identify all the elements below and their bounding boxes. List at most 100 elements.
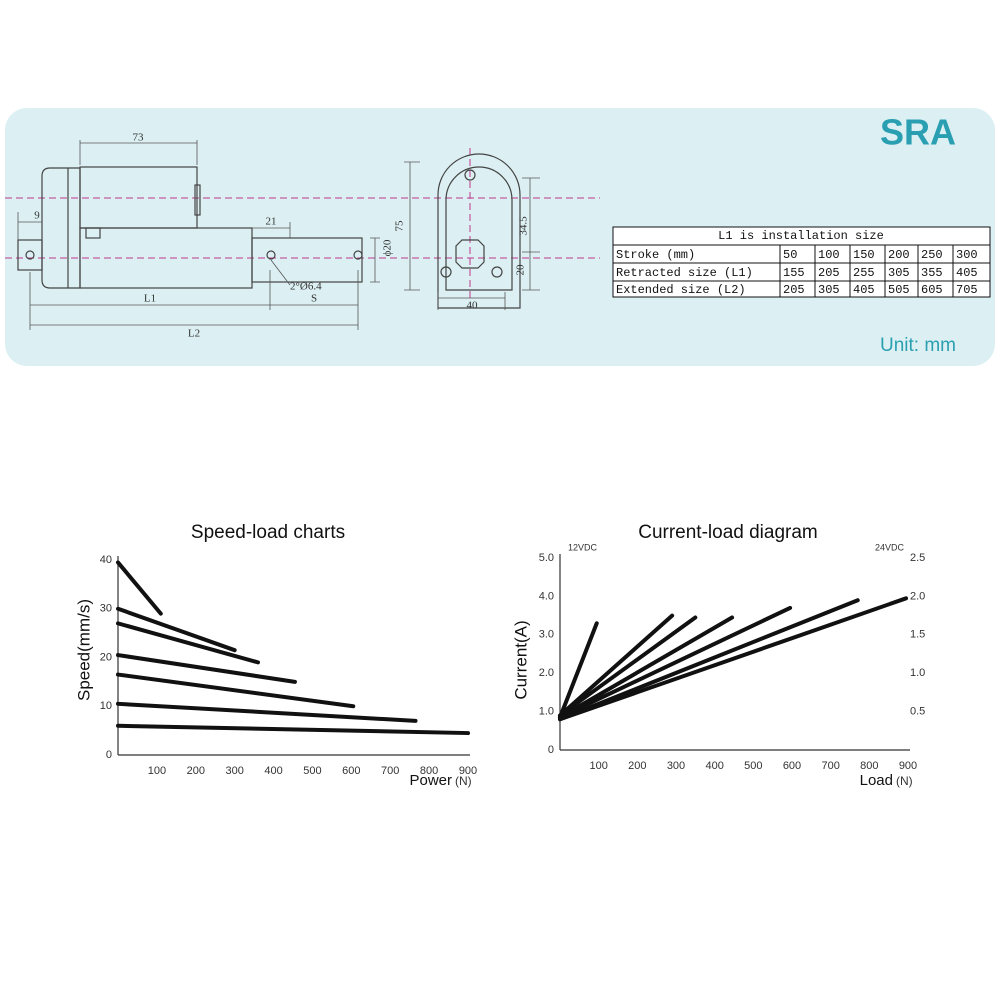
x-tick-label: 900: [899, 760, 917, 772]
hole: [491, 266, 503, 278]
table-cell: 405: [956, 266, 978, 280]
series-line: [116, 606, 237, 653]
y2-tick-label: 1.0: [910, 667, 925, 679]
x-axis-label: Power: [409, 772, 452, 789]
table-cell: 305: [888, 266, 910, 280]
x-tick-label: 100: [589, 760, 607, 772]
series-line: [116, 653, 297, 684]
dimension: [404, 161, 420, 291]
y-tick-label: 0: [548, 744, 554, 756]
y2-tick-label: 1.5: [910, 629, 925, 641]
chart-title: Current-load diagram: [638, 522, 818, 543]
dim-label: ϕ20: [382, 239, 394, 256]
dimension: [79, 140, 198, 165]
y-tick-label: 0: [106, 749, 112, 761]
y-tick-label: 5.0: [539, 552, 554, 564]
x-tick-label: 200: [628, 760, 646, 772]
y2-tick-label: 0.5: [910, 706, 925, 718]
series-line: [558, 613, 675, 718]
dim-label: L1: [144, 293, 156, 305]
size-table: L1 is installation size Stroke (mm) 50 100…: [612, 226, 991, 298]
y-tick-label: 2.0: [539, 667, 554, 679]
inner-rod: [251, 237, 363, 283]
table-cell: 305: [818, 283, 840, 297]
dim-label: 21: [266, 216, 277, 228]
x-axis-unit: (N): [896, 774, 913, 788]
shaft-square: [455, 239, 485, 269]
x-tick-label: 900: [459, 765, 477, 777]
dimension: [370, 237, 380, 283]
table-cell: Stroke (mm): [616, 248, 695, 262]
dim-label: 9: [34, 210, 40, 222]
table-cell: 150: [853, 248, 875, 262]
series-line: [558, 615, 735, 720]
table-cell: 605: [921, 283, 943, 297]
gearbox: [41, 167, 81, 289]
x-tick-label: 400: [264, 765, 282, 777]
table-cell: 50: [783, 248, 797, 262]
rear-clevis: [17, 239, 43, 271]
x-tick-label: 200: [187, 765, 205, 777]
y-axis-label: Current(A): [511, 620, 530, 699]
y-tick-label: 10: [100, 700, 112, 712]
table-cell: Retracted size (L1): [616, 266, 753, 280]
unit-note: Unit: mm: [880, 335, 956, 356]
x-tick-label: 800: [860, 760, 878, 772]
hole: [25, 250, 35, 260]
dimension: [29, 259, 359, 330]
motor-cap: [194, 184, 201, 216]
table-frame: [612, 226, 991, 298]
product-title: SRA: [880, 112, 956, 153]
x-tick-label: 500: [303, 765, 321, 777]
x-tick-label: 300: [225, 765, 243, 777]
hole: [266, 250, 276, 260]
dimension: [17, 212, 42, 240]
table-cell: 100: [818, 248, 840, 262]
y2-axis-note: 24VDC: [875, 542, 905, 552]
table-cell: 205: [783, 283, 805, 297]
y-tick-label: 1.0: [539, 706, 554, 718]
dim-label: S: [311, 293, 317, 305]
table-cell: 705: [956, 283, 978, 297]
dim-label: 34.5: [518, 216, 530, 236]
x-tick-label: 600: [342, 765, 360, 777]
y-axis-label: Speed(mm/s): [74, 599, 93, 701]
hole: [440, 266, 452, 278]
series-line: [116, 723, 470, 736]
table-caption: L1 is installation size: [718, 229, 884, 243]
dim-label: 73: [133, 132, 145, 144]
chart: Current-load diagram 0 1.0 2.0 3.0 4.0 5.0 100 2…: [511, 522, 925, 789]
dimension: [437, 292, 506, 310]
table-cell: 505: [888, 283, 910, 297]
table-cell: 250: [921, 248, 943, 262]
series-line: [558, 605, 793, 720]
table-cell: 355: [921, 266, 943, 280]
chart: Speed-load charts 0 10 20 30 40 100 200 300 400 50…: [74, 522, 477, 789]
x-tick-label: 800: [420, 765, 438, 777]
y-tick-label: 4.0: [539, 590, 554, 602]
y-tick-label: 20: [100, 651, 112, 663]
y-tick-label: 40: [100, 554, 112, 566]
series-line: [558, 596, 909, 722]
table-cell: 155: [783, 266, 805, 280]
y-tick-label: 30: [100, 603, 112, 615]
y2-tick-label: 2.5: [910, 552, 925, 564]
x-axis-unit: (N): [455, 774, 472, 788]
x-tick-label: 700: [381, 765, 399, 777]
dim-label: L2: [188, 328, 200, 340]
table-cell: Extended size (L2): [616, 283, 746, 297]
dim-label: 20: [515, 264, 527, 276]
x-tick-label: 400: [705, 760, 723, 772]
y-tick-label: 3.0: [539, 629, 554, 641]
x-axis-label: Load: [860, 772, 893, 789]
spec-panel: [5, 108, 995, 366]
dim-label: 75: [394, 220, 406, 232]
series-line: [116, 672, 356, 709]
chart-title: Speed-load charts: [191, 522, 345, 543]
y2-tick-label: 2.0: [910, 590, 925, 602]
hole: [353, 250, 363, 260]
series-line: [116, 621, 260, 665]
switch: [85, 227, 101, 239]
hole: [464, 169, 476, 181]
